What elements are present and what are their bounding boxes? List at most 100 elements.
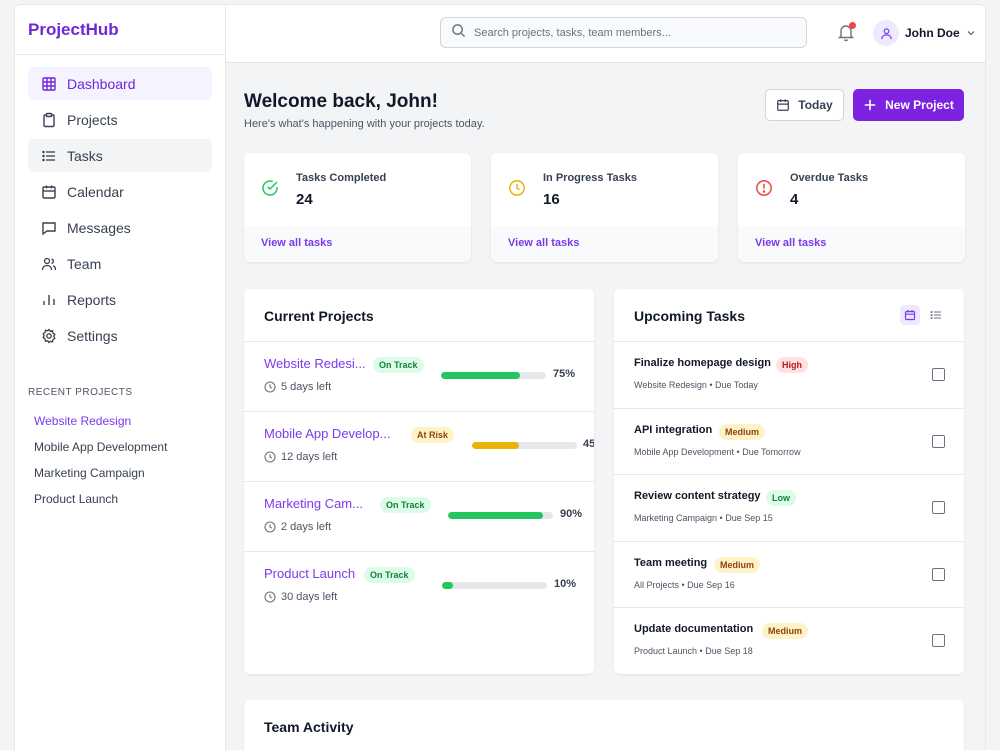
sidebar-item-projects[interactable]: Projects	[28, 103, 212, 136]
sidebar-item-messages[interactable]: Messages	[28, 211, 212, 244]
sidebar-item-label: Settings	[67, 327, 118, 344]
clock-icon	[264, 591, 276, 603]
task-name: Team meeting	[634, 556, 708, 569]
current-projects-card: Current Projects Website Redesi... On Tr…	[244, 289, 594, 674]
project-name[interactable]: Mobile App Develop...	[264, 426, 391, 441]
sidebar-item-reports[interactable]: Reports	[28, 283, 212, 316]
task-checkbox[interactable]	[932, 567, 945, 581]
task-name: Finalize homepage design	[634, 357, 771, 369]
project-name[interactable]: Marketing Cam...	[264, 496, 363, 511]
plus-icon	[864, 99, 876, 111]
recent-project-item[interactable]: Product Launch	[34, 492, 119, 506]
alert-circle-icon	[756, 180, 772, 196]
view-all-tasks-link[interactable]: View all tasks	[244, 226, 471, 262]
status-badge: On Track	[373, 357, 424, 373]
task-meta: Product Launch • Due Sep 18	[634, 646, 753, 656]
team-icon	[41, 256, 57, 272]
new-project-button[interactable]: New Project	[853, 89, 964, 121]
project-due: 30 days left	[264, 591, 337, 603]
recent-project-item[interactable]: Marketing Campaign	[34, 466, 145, 480]
notification-button[interactable]	[836, 22, 856, 42]
status-badge: On Track	[364, 567, 415, 583]
page-subtitle: Here's what's happening with your projec…	[244, 118, 485, 130]
priority-badge: Low	[766, 490, 796, 506]
status-badge: At Risk	[411, 427, 455, 443]
bell-icon	[836, 25, 856, 46]
today-button[interactable]: Today	[765, 89, 844, 121]
task-row: Review content strategy Low Marketing Ca…	[614, 475, 964, 542]
project-row: Website Redesi... On Track 5 days left 7…	[244, 342, 594, 412]
card-title-wrap: Upcoming Tasks	[614, 289, 964, 342]
search-input[interactable]	[474, 26, 794, 39]
list-view-button[interactable]	[926, 305, 946, 325]
stat-label: Overdue Tasks	[790, 172, 869, 184]
task-checkbox[interactable]	[932, 434, 945, 448]
progress-label: 45	[583, 438, 594, 450]
stat-value: 16	[543, 191, 560, 208]
progress-fill	[472, 442, 520, 449]
app-logo[interactable]: ProjectHub	[15, 5, 225, 55]
sidebar-item-label: Tasks	[67, 147, 103, 164]
user-icon	[880, 27, 892, 39]
sidebar-item-dashboard[interactable]: Dashboard	[28, 67, 212, 100]
clock-icon	[264, 521, 276, 533]
view-all-tasks-link[interactable]: View all tasks	[491, 226, 718, 262]
project-due: 12 days left	[264, 451, 337, 463]
calendar-icon	[777, 99, 790, 111]
priority-badge: Medium	[714, 556, 761, 573]
view-toggle	[894, 305, 946, 325]
sidebar-item-tasks[interactable]: Tasks	[28, 139, 212, 172]
progress-bar	[472, 442, 577, 449]
clipboard-icon	[41, 112, 57, 128]
sidebar-item-team[interactable]: Team	[28, 247, 212, 280]
progress-label: 10%	[554, 578, 577, 590]
task-row: Update documentation Medium Product Laun…	[614, 608, 964, 674]
sidebar-item-label: Projects	[67, 111, 118, 128]
stat-card-completed: Tasks Completed 24 View all tasks	[244, 153, 471, 262]
calendar-icon	[904, 310, 916, 321]
progress-fill	[448, 512, 543, 519]
task-row: Team meeting Medium All Projects • Due S…	[614, 542, 964, 608]
sidebar-nav: Dashboard Projects Tasks Calendar Messag…	[15, 55, 225, 352]
task-checkbox[interactable]	[932, 501, 945, 514]
progress-bar	[448, 512, 553, 519]
chart-icon	[41, 292, 57, 308]
progress-fill	[442, 582, 453, 589]
sidebar-item-label: Reports	[67, 291, 117, 308]
progress-label: 90%	[560, 508, 583, 520]
sidebar-item-settings[interactable]: Settings	[28, 319, 212, 352]
sidebar-item-label: Messages	[67, 219, 131, 236]
progress-bar	[441, 372, 546, 379]
task-checkbox[interactable]	[932, 634, 945, 647]
calendar-view-button[interactable]	[900, 305, 920, 325]
notification-dot	[849, 22, 856, 29]
project-due-text: 30 days left	[281, 591, 338, 603]
card-title: Current Projects	[244, 289, 594, 342]
project-due-text: 5 days left	[281, 381, 332, 393]
project-due-text: 2 days left	[281, 521, 332, 533]
stat-card-in-progress: In Progress Tasks 16 View all tasks	[491, 153, 718, 262]
list-icon	[41, 148, 57, 164]
project-name[interactable]: Website Redesi...	[264, 356, 366, 371]
page-title: Welcome back, John!	[244, 91, 438, 112]
recent-projects-heading: RECENT PROJECTS	[28, 387, 133, 398]
user-menu[interactable]: John Doe	[873, 20, 976, 46]
progress-label: 75%	[553, 368, 576, 380]
status-badge: On Track	[380, 497, 431, 513]
project-name[interactable]: Product Launch	[264, 566, 356, 581]
recent-project-item[interactable]: Website Redesign	[34, 414, 132, 428]
stat-card-overdue: Overdue Tasks 4 View all tasks	[738, 153, 965, 262]
stat-label: Tasks Completed	[296, 172, 387, 184]
sidebar-item-label: Dashboard	[67, 75, 136, 92]
task-name: API integration	[634, 423, 713, 436]
search-box[interactable]	[440, 17, 807, 48]
recent-project-item[interactable]: Mobile App Development	[34, 440, 168, 454]
priority-badge: Medium	[762, 623, 809, 639]
upcoming-tasks-card: Upcoming Tasks Finalize homepage design …	[614, 289, 964, 674]
sidebar-item-calendar[interactable]: Calendar	[28, 175, 212, 208]
view-all-tasks-link[interactable]: View all tasks	[738, 226, 965, 262]
stat-value: 24	[296, 191, 313, 208]
task-row: API integration Medium Mobile App Develo…	[614, 409, 964, 475]
task-checkbox[interactable]	[932, 368, 945, 381]
app-window: ProjectHub Dashboard Projects Tasks Cale…	[14, 4, 986, 750]
